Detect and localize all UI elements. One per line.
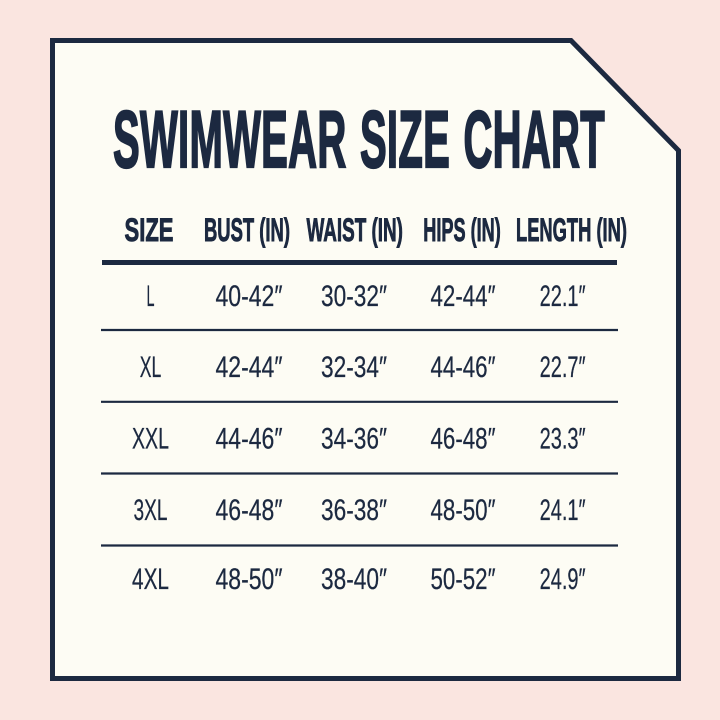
svg-text:30-32″: 30-32″: [321, 280, 387, 313]
svg-text:36-38″: 36-38″: [321, 494, 387, 527]
svg-text:50-52″: 50-52″: [431, 563, 496, 596]
svg-text:42-44″: 42-44″: [431, 280, 496, 313]
svg-text:3XL: 3XL: [134, 494, 168, 527]
svg-text:48-50″: 48-50″: [216, 563, 283, 596]
svg-text:22.1″: 22.1″: [540, 280, 586, 313]
svg-text:42-44″: 42-44″: [216, 351, 283, 384]
svg-text:22.7″: 22.7″: [540, 351, 586, 384]
svg-text:24.1″: 24.1″: [540, 494, 586, 527]
svg-text:44-46″: 44-46″: [216, 423, 283, 456]
svg-text:38-40″: 38-40″: [321, 563, 387, 596]
svg-text:XL: XL: [140, 351, 162, 384]
svg-text:4XL: 4XL: [132, 563, 169, 596]
svg-text:24.9″: 24.9″: [540, 563, 586, 596]
svg-text:LENGTH (IN): LENGTH (IN): [516, 212, 627, 248]
svg-text:46-48″: 46-48″: [431, 423, 496, 456]
svg-text:WAIST (IN): WAIST (IN): [306, 212, 403, 248]
svg-text:BUST (IN): BUST (IN): [204, 212, 290, 248]
svg-text:46-48″: 46-48″: [216, 494, 283, 527]
svg-text:34-36″: 34-36″: [321, 423, 387, 456]
svg-text:44-46″: 44-46″: [431, 351, 496, 384]
svg-text:SIZE: SIZE: [125, 212, 174, 248]
svg-text:40-42″: 40-42″: [216, 280, 283, 313]
svg-text:23.3″: 23.3″: [540, 423, 586, 456]
svg-text:SWIMWEAR SIZE CHART: SWIMWEAR SIZE CHART: [113, 95, 605, 185]
svg-text:32-34″: 32-34″: [321, 351, 387, 384]
svg-text:XXL: XXL: [132, 423, 169, 456]
svg-text:L: L: [147, 280, 155, 313]
svg-text:48-50″: 48-50″: [431, 494, 496, 527]
svg-text:HIPS (IN): HIPS (IN): [423, 212, 501, 248]
